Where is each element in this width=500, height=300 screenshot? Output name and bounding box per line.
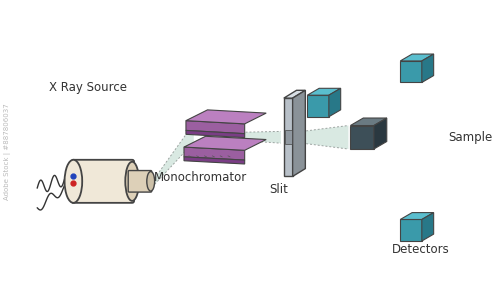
Polygon shape (422, 213, 434, 241)
Polygon shape (184, 147, 244, 160)
Polygon shape (292, 90, 306, 176)
Polygon shape (422, 54, 434, 82)
Text: Sample: Sample (448, 131, 492, 144)
Polygon shape (400, 54, 434, 61)
Text: Detectors: Detectors (392, 243, 450, 256)
Polygon shape (294, 125, 348, 149)
Ellipse shape (126, 162, 139, 201)
Polygon shape (400, 213, 434, 220)
Polygon shape (238, 131, 281, 143)
Polygon shape (374, 118, 387, 149)
Polygon shape (308, 95, 329, 117)
Polygon shape (184, 157, 244, 164)
Polygon shape (284, 98, 292, 176)
FancyBboxPatch shape (72, 160, 134, 203)
Polygon shape (308, 88, 340, 95)
Polygon shape (186, 121, 244, 134)
Text: Monochromator: Monochromator (154, 171, 248, 184)
Polygon shape (350, 125, 374, 149)
Bar (285, 130, 292, 144)
Ellipse shape (147, 172, 154, 191)
Polygon shape (400, 220, 422, 241)
Polygon shape (186, 130, 244, 138)
Polygon shape (400, 61, 422, 82)
Polygon shape (284, 90, 306, 98)
Polygon shape (186, 110, 266, 124)
Ellipse shape (64, 160, 82, 203)
Polygon shape (154, 124, 194, 184)
FancyBboxPatch shape (128, 171, 152, 192)
Text: Adobe Stock | #887806037: Adobe Stock | #887806037 (4, 103, 12, 200)
Polygon shape (350, 118, 387, 125)
Polygon shape (329, 88, 340, 117)
Text: Slit: Slit (270, 183, 288, 196)
Text: X Ray Source: X Ray Source (49, 81, 127, 94)
Polygon shape (184, 136, 266, 150)
